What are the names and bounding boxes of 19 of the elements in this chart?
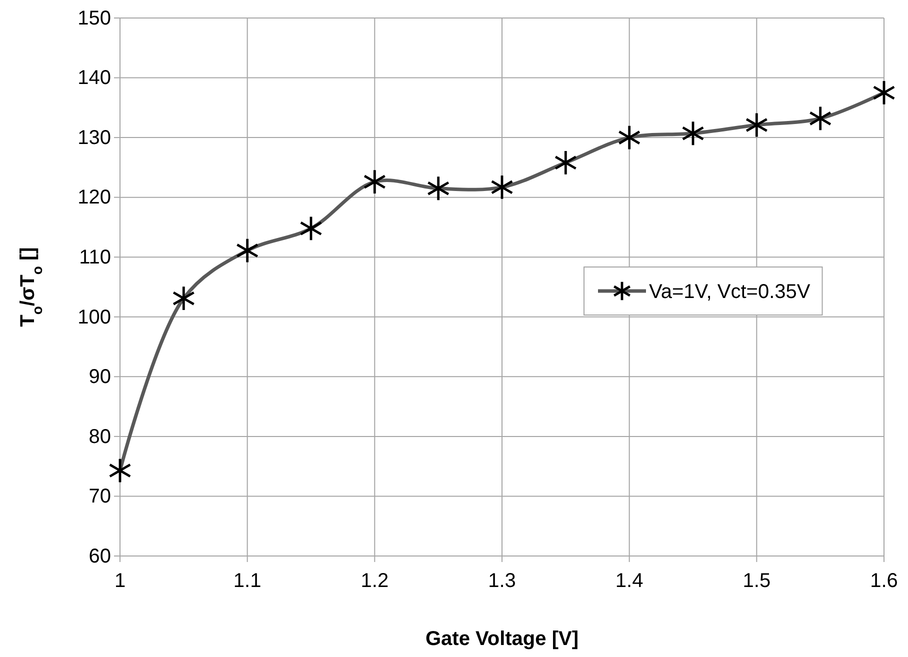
x-tick-label: 1.6 xyxy=(870,570,898,592)
x-tick-label: 1.1 xyxy=(233,570,262,592)
y-tick-label: 150 xyxy=(78,7,111,30)
y-tick-label: 70 xyxy=(88,486,111,508)
y-tick-label: 130 xyxy=(78,126,111,149)
x-tick-label: 1.3 xyxy=(488,570,516,592)
y-tick-label: 60 xyxy=(88,545,111,568)
y-tick-label: 100 xyxy=(78,306,111,328)
x-tick-label: 1.5 xyxy=(742,570,771,592)
y-tick-label: 90 xyxy=(88,366,111,388)
legend-label: Va=1V, Vct=0.35V xyxy=(649,281,811,303)
x-axis-title: Gate Voltage [V] xyxy=(426,628,578,650)
y-tick-label: 120 xyxy=(78,186,111,209)
x-tick-label: 1 xyxy=(114,570,126,592)
x-tick-label: 1.4 xyxy=(615,570,644,592)
y-tick-label: 110 xyxy=(79,246,111,269)
x-tick-label: 1.2 xyxy=(360,570,389,592)
y-tick-label: 80 xyxy=(88,426,111,448)
y-tick-label: 140 xyxy=(78,67,111,90)
